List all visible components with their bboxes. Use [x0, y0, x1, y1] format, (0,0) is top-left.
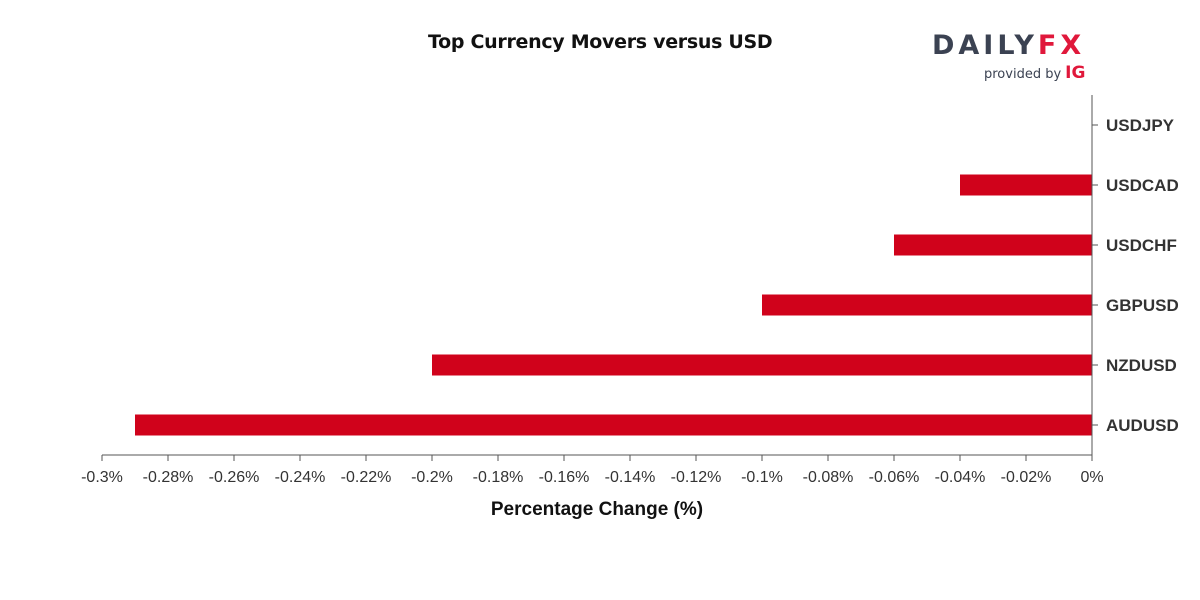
dailyfx-logo: DAILYFX provided by IG [932, 30, 1092, 86]
x-tick-label: -0.06% [869, 469, 920, 486]
y-tick-label-audusd: AUDUSD [1106, 416, 1179, 435]
x-tick-label: -0.28% [143, 469, 194, 486]
y-tick-label-usdcad: USDCAD [1106, 176, 1179, 195]
x-tick-label: -0.26% [209, 469, 260, 486]
x-axis: -0.3% -0.28% -0.26% -0.24% -0.22% -0.2% -0.18%… [81, 454, 1104, 486]
x-tick-label: -0.02% [1001, 469, 1052, 486]
logo-wordmark: DAILYFX [932, 30, 1085, 62]
x-tick-label: -0.12% [671, 469, 722, 486]
x-axis-label: Percentage Change (%) [491, 499, 703, 520]
x-tick-label: -0.14% [605, 469, 656, 486]
logo-fx-text: FX [1037, 30, 1086, 61]
x-tick-label: -0.3% [81, 469, 123, 486]
y-tick-label-usdjpy: USDJPY [1106, 116, 1175, 135]
y-tick-label-usdchf: USDCHF [1106, 236, 1177, 255]
x-tick-label: -0.22% [341, 469, 392, 486]
x-tick-label: -0.2% [411, 469, 453, 486]
logo-subtitle: provided by IG [984, 64, 1085, 84]
chart-title: Top Currency Movers versus USD [428, 31, 773, 53]
logo-ig-text: IG [1065, 63, 1086, 83]
y-tick-label-nzdusd: NZDUSD [1106, 356, 1177, 375]
bar-gbpusd [762, 294, 1092, 316]
x-tick-label: 0% [1080, 469, 1103, 486]
x-tick-label: -0.1% [741, 469, 783, 486]
y-axis: USDJPY USDCAD USDCHF GBPUSD NZDUSD AUDUSD [1091, 95, 1179, 455]
bars-group [135, 174, 1092, 436]
y-tick-label-gbpusd: GBPUSD [1106, 296, 1179, 315]
bar-usdchf [894, 234, 1092, 256]
x-tick-label: -0.24% [275, 469, 326, 486]
logo-provided-by: provided by [984, 67, 1062, 82]
bar-usdcad [960, 174, 1092, 196]
x-tick-label: -0.04% [935, 469, 986, 486]
x-tick-label: -0.16% [539, 469, 590, 486]
logo-daily-text: DAILY [932, 30, 1038, 61]
bar-nzdusd [432, 354, 1092, 376]
bar-audusd [135, 414, 1092, 436]
x-tick-label: -0.08% [803, 469, 854, 486]
x-tick-label: -0.18% [473, 469, 524, 486]
